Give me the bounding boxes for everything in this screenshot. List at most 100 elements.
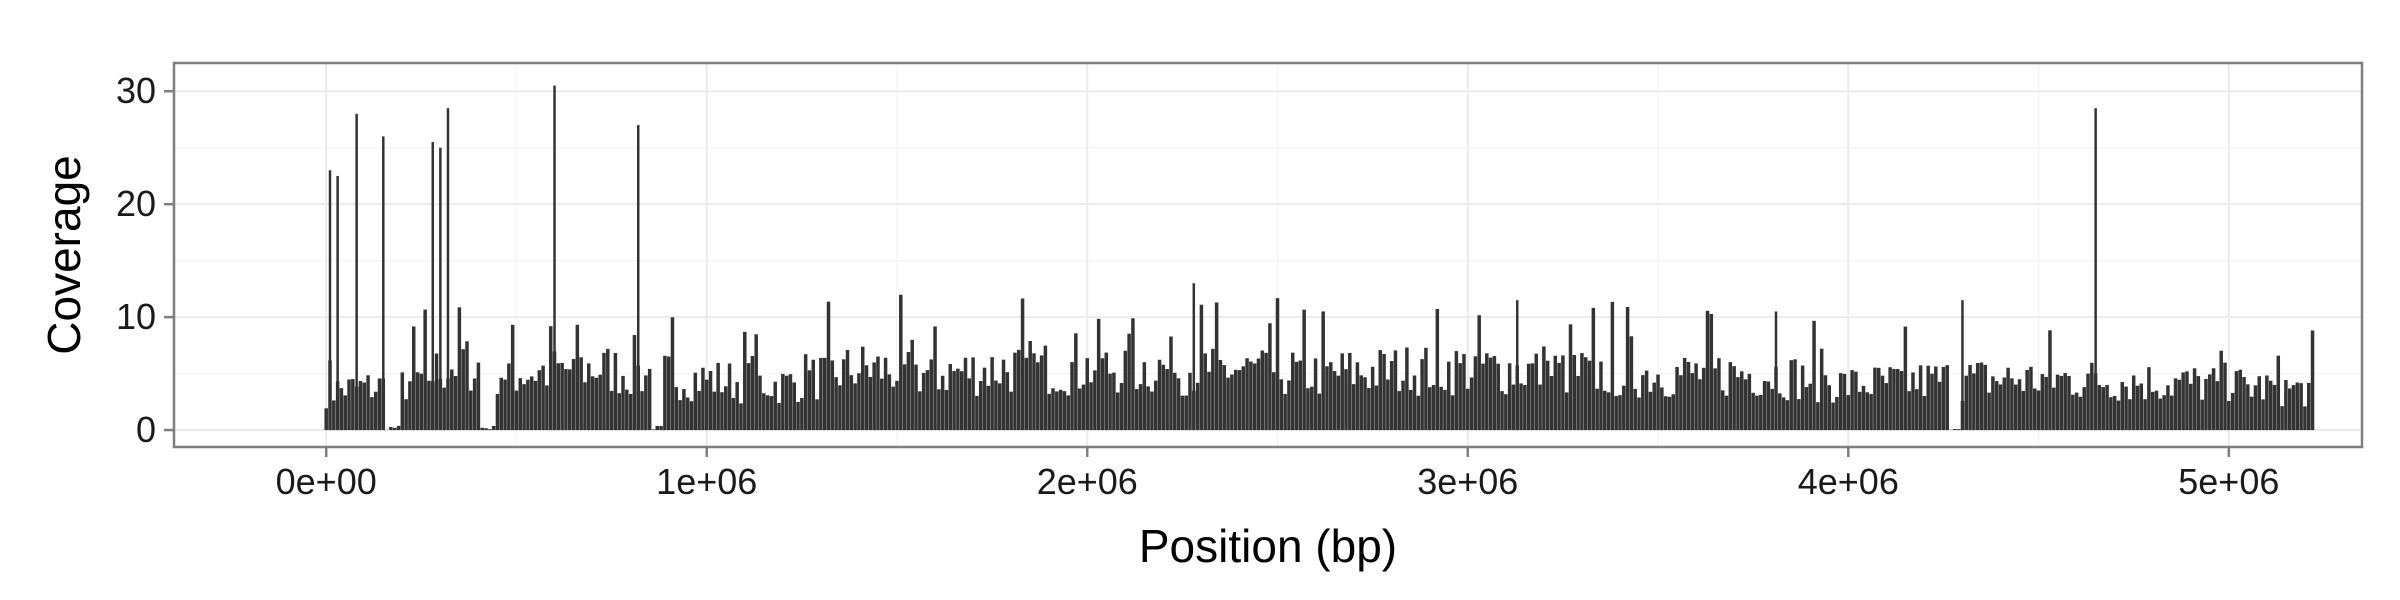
coverage-bar xyxy=(1705,310,1710,431)
coverage-bar xyxy=(2052,387,2056,431)
coverage-bar xyxy=(1648,391,1653,431)
coverage-bar xyxy=(1595,388,1599,431)
coverage-bar xyxy=(735,381,739,431)
coverage-bar xyxy=(781,373,785,431)
coverage-bar xyxy=(423,309,427,431)
coverage-bar xyxy=(495,393,500,431)
coverage-bar xyxy=(522,384,526,431)
coverage-bar xyxy=(2128,399,2132,431)
coverage-bar xyxy=(1317,393,1322,431)
coverage-bar xyxy=(1283,394,1287,431)
coverage-bar xyxy=(1176,378,1181,431)
coverage-bar xyxy=(967,378,972,431)
coverage-bar xyxy=(1682,357,1687,431)
coverage-bar xyxy=(1743,379,1748,431)
coverage-bar xyxy=(469,390,473,431)
coverage-bar xyxy=(2185,371,2189,431)
coverage-bar xyxy=(1351,384,1356,431)
coverage-bar xyxy=(701,367,705,431)
coverage-bar xyxy=(1298,360,1303,431)
coverage-bar xyxy=(1150,391,1154,431)
coverage-bar xyxy=(1367,388,1371,431)
coverage-bar xyxy=(1876,367,1881,431)
coverage-bar xyxy=(2257,376,2262,431)
coverage-bar xyxy=(514,390,519,431)
coverage-bar xyxy=(2013,384,2018,431)
grid-lines xyxy=(174,63,2362,447)
coverage-bar xyxy=(1656,374,1660,431)
coverage-bar xyxy=(1081,384,1086,431)
coverage-bar xyxy=(1857,391,1862,431)
coverage-bar xyxy=(1446,361,1451,431)
coverage-bar xyxy=(2025,369,2029,431)
coverage-bar xyxy=(796,401,800,431)
coverage-bar xyxy=(392,427,397,431)
coverage-bar xyxy=(1115,392,1120,431)
coverage-bar xyxy=(803,354,808,431)
coverage-bar xyxy=(1070,362,1074,431)
coverage-bar xyxy=(1287,380,1291,431)
coverage-bar xyxy=(1321,311,1325,431)
coverage-bar xyxy=(472,378,477,431)
coverage-bar xyxy=(1245,358,1249,431)
coverage-bar xyxy=(708,370,713,431)
coverage-bar xyxy=(2109,397,2113,431)
coverage-bar xyxy=(2006,367,2010,431)
coverage-bar xyxy=(1127,333,1131,431)
coverage-bar xyxy=(1051,388,1055,431)
coverage-bar xyxy=(567,369,572,431)
coverage-bar xyxy=(1005,372,1010,431)
coverage-bar xyxy=(1983,364,1988,431)
coverage-bar xyxy=(902,364,907,431)
coverage-bar xyxy=(1348,352,1352,431)
coverage-bar xyxy=(1340,353,1344,431)
coverage-bar xyxy=(1363,377,1367,431)
coverage-bar xyxy=(773,381,777,431)
coverage-bar xyxy=(1408,389,1413,431)
coverage-bar xyxy=(1732,366,1736,431)
coverage-bar xyxy=(2021,390,2026,431)
y-tick-label: 30 xyxy=(116,70,156,111)
coverage-bar xyxy=(1899,371,1904,431)
coverage-bar xyxy=(857,373,861,431)
coverage-bar xyxy=(1827,385,1832,431)
coverage-bar xyxy=(606,348,610,431)
coverage-bar xyxy=(1720,390,1725,431)
coverage-bar xyxy=(602,352,606,431)
coverage-bar xyxy=(628,393,633,431)
coverage-bar xyxy=(1564,392,1569,431)
coverage-bar xyxy=(860,346,865,431)
x-axis-title: Position (bp) xyxy=(1139,520,1397,572)
coverage-bar xyxy=(1462,354,1466,431)
coverage-bar xyxy=(1873,367,1877,431)
coverage-bar xyxy=(366,375,370,431)
coverage-peak-bar xyxy=(431,142,435,431)
coverage-bar xyxy=(1854,371,1858,431)
coverage-bar xyxy=(2158,398,2163,431)
coverage-bar xyxy=(1614,396,1618,431)
coverage-bar xyxy=(986,385,991,431)
coverage-bar xyxy=(982,367,987,431)
coverage-bar xyxy=(453,376,458,431)
coverage-bar xyxy=(918,391,922,431)
coverage-bar xyxy=(2261,399,2265,431)
coverage-bar xyxy=(488,429,492,431)
coverage-bar xyxy=(461,349,465,431)
coverage-bar xyxy=(564,369,568,431)
coverage-bar xyxy=(1797,399,1801,431)
coverage-bar xyxy=(750,355,755,431)
coverage-bar xyxy=(499,377,503,431)
coverage-bar xyxy=(697,390,701,431)
coverage-bar xyxy=(358,381,363,431)
coverage-bar xyxy=(663,355,667,431)
coverage-bar xyxy=(1739,371,1744,431)
coverage-bar xyxy=(1290,352,1295,431)
coverage-bar xyxy=(1572,354,1577,431)
coverage-bar xyxy=(1610,301,1615,431)
coverage-bar xyxy=(682,389,686,431)
coverage-bar xyxy=(1861,385,1866,431)
coverage-bar xyxy=(347,379,351,431)
coverage-bar xyxy=(2044,376,2048,431)
coverage-bar xyxy=(2086,373,2090,431)
